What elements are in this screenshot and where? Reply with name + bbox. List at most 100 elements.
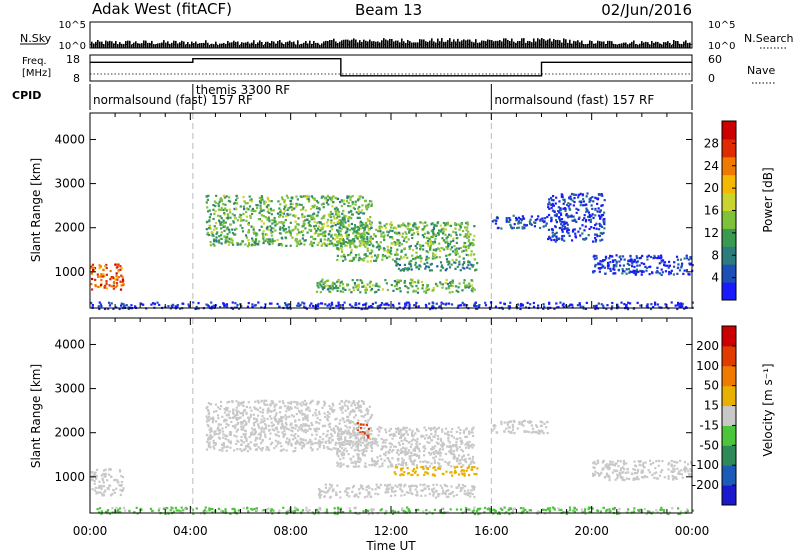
heatmap-cell [285,244,288,247]
heatmap-cell [297,426,301,429]
heatmap-cell [447,439,450,442]
heatmap-cell [322,231,325,234]
heatmap-cell [273,219,276,222]
heatmap-cell [379,483,382,487]
heatmap-cell [435,256,438,259]
heatmap-cell [228,430,232,434]
heatmap-cell [221,447,224,450]
heatmap-cell [303,219,307,222]
heatmap-cell [347,201,350,205]
heatmap-cell [656,269,659,273]
heatmap-cell [279,226,282,229]
heatmap-cell [294,419,297,422]
heatmap-cell [459,432,462,435]
heatmap-cell [333,431,337,434]
heatmap-cell [259,199,263,202]
heatmap-cell [432,456,435,459]
heatmap-cell [92,266,95,269]
heatmap-cell [603,220,606,223]
heatmap-cell [560,193,563,196]
heatmap-cell [325,201,328,204]
heatmap-cell [99,491,102,494]
heatmap-cell [455,441,458,444]
heatmap-cell [398,483,401,486]
heatmap-cell [428,269,432,272]
heatmap-cell [426,261,429,264]
heatmap-cell [411,248,415,252]
heatmap-cell [95,477,98,480]
heatmap-cell [574,235,577,238]
heatmap-cell [336,426,339,429]
heatmap-cell [389,463,393,466]
heatmap-cell [565,214,568,217]
heatmap-cell [663,263,666,267]
heatmap-cell [449,248,452,251]
heatmap-cell [207,425,210,428]
nsky-bar [567,42,569,48]
heatmap-cell [390,283,393,287]
heatmap-cell [402,459,405,462]
heatmap-cell [440,264,444,267]
heatmap-cell [362,242,366,245]
heatmap-cell [473,466,476,469]
heatmap-cell [564,207,567,211]
nsky-bar [163,40,165,48]
heatmap-cell [252,231,255,234]
heatmap-cell [310,302,313,305]
heatmap-cell [366,495,369,498]
heatmap-cell [301,401,304,404]
heatmap-cell [235,413,238,417]
heatmap-cell [548,198,551,201]
heatmap-cell [306,429,309,432]
heatmap-cell [425,471,428,474]
heatmap-cell [340,438,343,441]
nsky-bar [447,40,449,48]
heatmap-cell [325,196,328,199]
heatmap-cell [416,240,419,244]
heatmap-cell [570,239,574,242]
heatmap-cell [262,222,266,225]
heatmap-cell [222,194,226,197]
colorbar-swatch [722,121,736,140]
heatmap-cell [103,491,106,494]
heatmap-cell [427,484,430,488]
heatmap-cell [392,305,395,308]
heatmap-cell [557,206,560,209]
heatmap-cell [400,224,403,227]
heatmap-cell [651,271,654,274]
heatmap-cell [562,305,565,309]
heatmap-cell [314,441,317,445]
heatmap-cell [392,227,395,230]
nsky-bar [285,42,287,48]
heatmap-cell [228,433,231,436]
heatmap-cell [321,226,324,230]
heatmap-cell [286,407,289,410]
heatmap-cell [364,241,367,245]
heatmap-cell [429,448,433,451]
heatmap-cell [386,248,390,251]
heatmap-cell [235,207,238,210]
heatmap-cell [541,217,544,220]
heatmap-cell [209,403,213,406]
heatmap-cell [254,407,257,411]
heatmap-cell [401,467,404,470]
heatmap-cell [387,450,390,453]
heatmap-cell [584,307,588,310]
heatmap-cell [354,460,357,463]
heatmap-cell [259,208,263,211]
heatmap-cell [306,218,309,221]
heatmap-cell [316,284,319,287]
heatmap-cell [308,224,311,227]
heatmap-cell [471,446,474,449]
heatmap-cell [322,444,326,448]
heatmap-cell [354,414,358,417]
heatmap-cell [446,485,449,488]
heatmap-cell [390,221,393,224]
heatmap-cell [265,427,268,430]
heatmap-cell [508,307,511,310]
heatmap-cell [320,196,323,199]
heatmap-cell [635,255,638,258]
heatmap-cell [379,246,382,250]
heatmap-cell [318,413,321,416]
heatmap-cell [227,243,231,246]
